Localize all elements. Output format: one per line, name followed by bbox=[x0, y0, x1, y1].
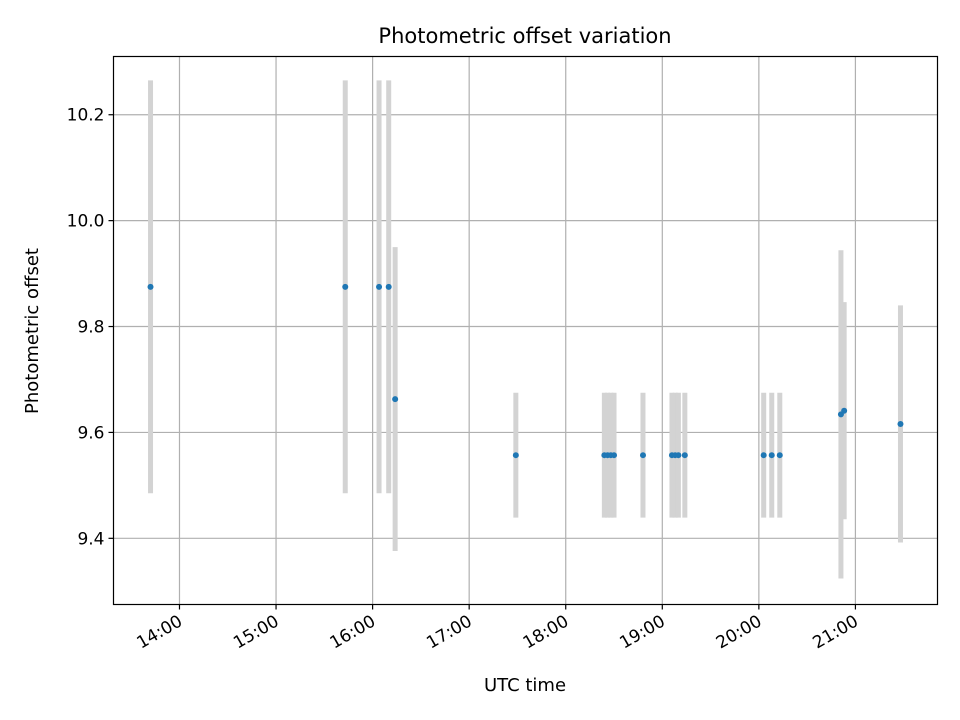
data-point bbox=[768, 452, 775, 459]
y-tick-label: 10.2 bbox=[67, 106, 105, 126]
data-point bbox=[385, 283, 392, 290]
y-tick-label: 9.6 bbox=[77, 423, 104, 443]
data-point bbox=[776, 452, 783, 459]
data-point bbox=[897, 420, 904, 427]
data-point bbox=[376, 283, 383, 290]
y-tick-label: 9.4 bbox=[77, 529, 104, 549]
y-tick-label: 10.0 bbox=[67, 212, 105, 232]
data-point bbox=[760, 452, 767, 459]
data-point bbox=[681, 452, 688, 459]
data-point bbox=[639, 452, 646, 459]
grid bbox=[113, 56, 938, 605]
data-point bbox=[841, 407, 848, 414]
data-point bbox=[611, 452, 618, 459]
data-point bbox=[675, 452, 682, 459]
data-point bbox=[512, 452, 519, 459]
data-point bbox=[147, 283, 154, 290]
data-point bbox=[392, 396, 399, 403]
chart-title: Photometric offset variation bbox=[378, 24, 671, 48]
y-axis: 9.4 9.6 9.8 10.0 10.2 bbox=[67, 106, 114, 549]
y-axis-title: Photometric offset bbox=[22, 248, 43, 414]
plot-frame bbox=[112, 55, 939, 606]
data-points bbox=[147, 283, 904, 459]
x-axis-title: UTC time bbox=[484, 675, 566, 696]
data-point bbox=[342, 283, 349, 290]
y-tick-label: 9.8 bbox=[77, 318, 104, 338]
